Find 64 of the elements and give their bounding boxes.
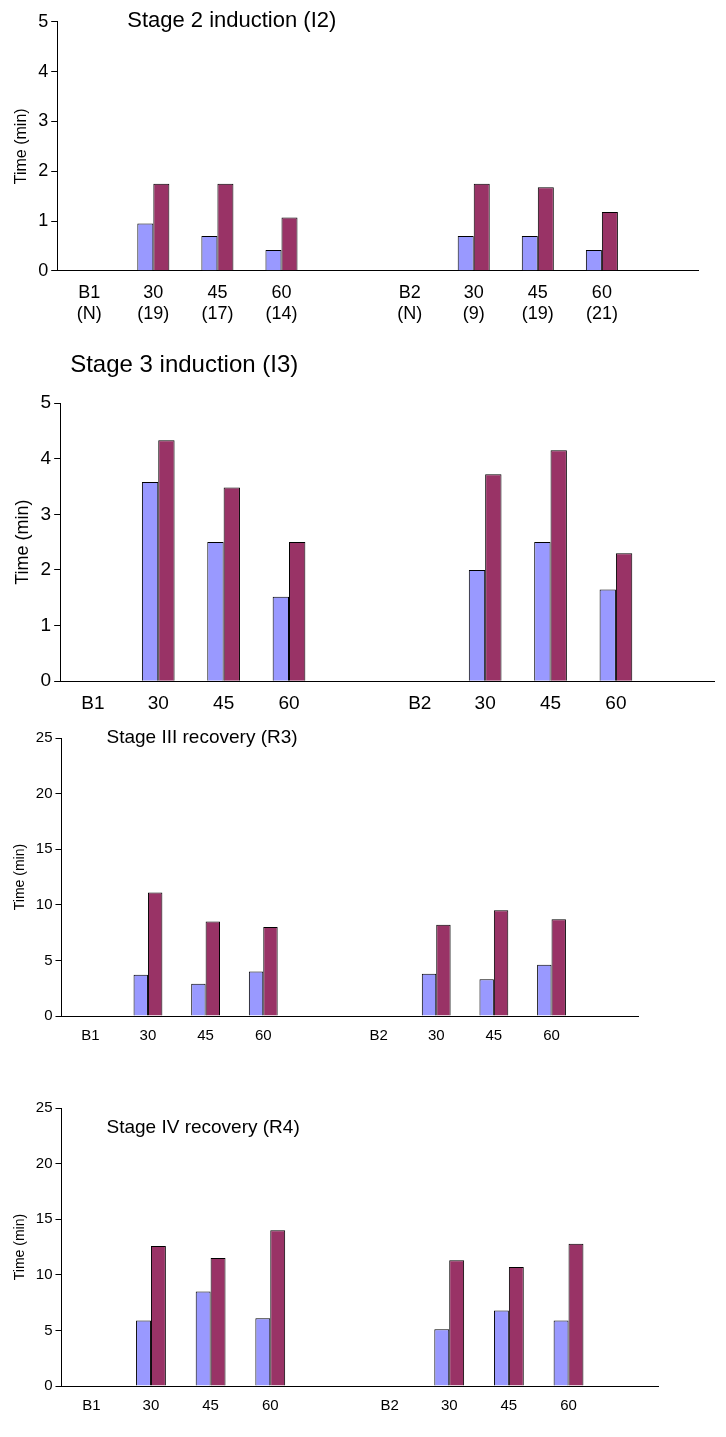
y-tick-label: 0	[44, 1006, 53, 1024]
y-tick-label: 15	[35, 839, 53, 857]
y-axis-title: Time (min)	[11, 1213, 28, 1281]
x-tick-label: 60 (21)	[585, 281, 618, 324]
x-tick-label: 60	[261, 1396, 279, 1414]
y-tick-label: 0	[40, 669, 52, 691]
x-tick-label: B2	[369, 1026, 388, 1044]
chart-title: Stage III recovery (R3)	[106, 725, 298, 747]
x-tick-label: B1	[81, 1026, 100, 1044]
y-axis-title: Time (min)	[11, 499, 32, 585]
x-tick-label: 60	[543, 1026, 560, 1044]
y-tick-label: 1	[40, 613, 52, 635]
x-tick-label: 30	[474, 691, 496, 713]
y-tick-label: 4	[40, 446, 52, 468]
x-tick-label: 30 (19)	[137, 281, 170, 324]
x-tick-label: 45	[500, 1396, 518, 1414]
y-tick-label: 1	[38, 209, 49, 230]
x-tick-label: B2 (N)	[397, 281, 423, 324]
y-tick-label: 10	[35, 1264, 53, 1282]
chart-title: Stage 2 induction (I2)	[127, 6, 337, 32]
x-tick-label: 60	[254, 1026, 272, 1044]
x-tick-label: 60 (14)	[265, 281, 298, 324]
y-tick-label: 2	[38, 160, 49, 181]
x-tick-label: B1	[82, 1396, 101, 1414]
y-tick-label: 25	[35, 1098, 53, 1116]
x-tick-label: B1 (N)	[76, 281, 102, 324]
x-tick-label: 30 (9)	[462, 281, 485, 324]
y-tick-label: 0	[44, 1376, 53, 1394]
x-tick-label: 30	[440, 1396, 458, 1414]
x-tick-label: 60	[605, 691, 627, 713]
y-tick-label: 5	[44, 950, 53, 968]
y-tick-label: 3	[40, 502, 52, 524]
chart-title: Stage 3 induction (I3)	[70, 349, 299, 377]
x-tick-label: 30	[142, 1396, 160, 1414]
y-tick-label: 5	[38, 10, 49, 31]
x-tick-label: 60	[560, 1396, 577, 1414]
x-tick-label: 45 (19)	[521, 281, 554, 324]
y-tick-label: 2	[40, 558, 52, 580]
y-axis-title: Time (min)	[11, 843, 28, 911]
y-tick-label: 3	[38, 110, 49, 131]
y-tick-label: 20	[35, 783, 53, 801]
y-tick-label: 5	[40, 391, 52, 413]
y-tick-label: 5	[44, 1320, 53, 1338]
y-tick-label: 25	[35, 728, 53, 746]
y-tick-label: 4	[38, 60, 49, 81]
x-tick-label: 45 (17)	[201, 281, 234, 324]
x-tick-label: 30	[147, 691, 169, 713]
x-tick-label: 45	[485, 1026, 503, 1044]
x-tick-label: 45	[213, 691, 235, 713]
chart-title: Stage IV recovery (R4)	[106, 1115, 300, 1137]
x-tick-label: B1	[81, 691, 105, 713]
x-tick-label: 45	[202, 1396, 219, 1414]
x-tick-label: 45	[197, 1026, 214, 1044]
y-tick-label: 15	[35, 1209, 53, 1227]
x-tick-label: B2	[380, 1396, 399, 1414]
x-tick-label: 45	[539, 691, 562, 713]
y-tick-label: 10	[35, 894, 53, 912]
y-tick-label: 0	[38, 259, 49, 280]
x-tick-label: 30	[427, 1026, 445, 1044]
y-axis-title: Time (min)	[12, 108, 30, 185]
x-tick-label: B2	[408, 691, 432, 713]
x-tick-label: 60	[278, 691, 300, 713]
x-tick-label: 30	[139, 1026, 157, 1044]
y-tick-label: 20	[35, 1153, 53, 1171]
